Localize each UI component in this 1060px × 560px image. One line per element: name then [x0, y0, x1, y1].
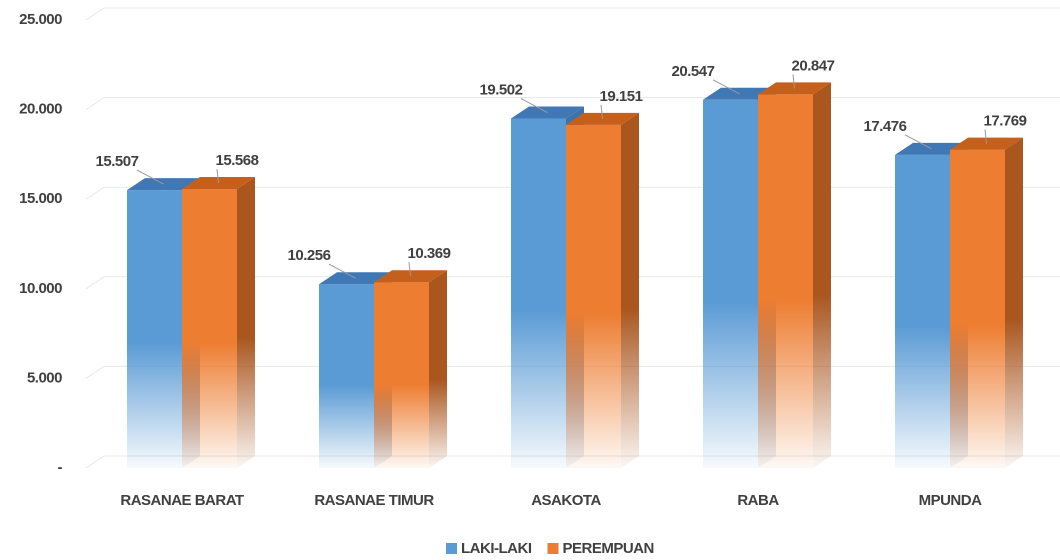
leader-line	[328, 263, 356, 279]
bar	[511, 118, 566, 468]
x-tick-label: RASANAE BARAT	[120, 492, 244, 509]
leader-line	[136, 169, 164, 185]
bar-side	[621, 112, 639, 468]
leader-line	[408, 262, 411, 277]
bar	[319, 284, 374, 468]
x-tick-label: RABA	[737, 492, 779, 509]
legend-label: LAKI-LAKI	[461, 540, 532, 557]
bar	[895, 154, 950, 468]
bar	[374, 282, 429, 468]
data-label: 10.369	[408, 245, 451, 262]
data-label: 20.547	[672, 63, 715, 80]
leader-line	[216, 168, 219, 184]
y-tick-label: -	[58, 459, 63, 476]
bar-side	[813, 82, 831, 469]
bar	[950, 149, 1005, 468]
leader-line	[904, 134, 932, 150]
bar	[182, 189, 237, 469]
x-tick-label: RASANAE TIMUR	[314, 492, 434, 509]
data-label: 15.568	[216, 152, 259, 169]
data-label: 17.769	[984, 113, 1027, 130]
bar-side	[237, 177, 255, 469]
bar	[703, 99, 758, 468]
data-label: 17.476	[864, 118, 907, 135]
leader-line	[984, 129, 987, 144]
leader-line	[712, 79, 740, 95]
data-label: 19.151	[600, 88, 643, 105]
data-label: 15.507	[96, 153, 139, 170]
bar	[127, 190, 182, 468]
bar-side	[429, 270, 447, 468]
data-label: 20.847	[792, 57, 835, 74]
x-tick-label: MPUNDA	[919, 492, 982, 509]
data-label: 19.502	[480, 81, 523, 98]
leader-line	[520, 98, 548, 113]
leader-line	[600, 104, 603, 119]
legend-label: PEREMPUAN	[563, 540, 654, 557]
y-tick-label: 5.000	[27, 369, 62, 386]
leader-line	[792, 74, 795, 89]
bar	[758, 94, 813, 469]
data-label: 10.256	[288, 247, 331, 264]
x-tick-label: ASAKOTA	[531, 492, 601, 509]
legend-swatch	[446, 543, 457, 554]
bar	[566, 124, 621, 468]
y-tick-label: 10.000	[19, 280, 62, 297]
grid-line	[85, 7, 1060, 21]
y-tick-label: 25.000	[19, 11, 62, 28]
y-tick-label: 20.000	[19, 101, 62, 118]
bar-side	[1005, 137, 1023, 468]
y-tick-label: 15.000	[19, 190, 62, 207]
legend-swatch	[547, 543, 559, 554]
